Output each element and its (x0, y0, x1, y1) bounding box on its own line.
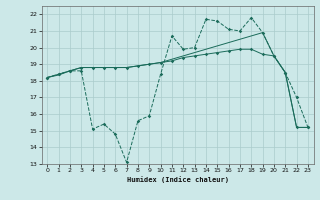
X-axis label: Humidex (Indice chaleur): Humidex (Indice chaleur) (127, 176, 228, 183)
